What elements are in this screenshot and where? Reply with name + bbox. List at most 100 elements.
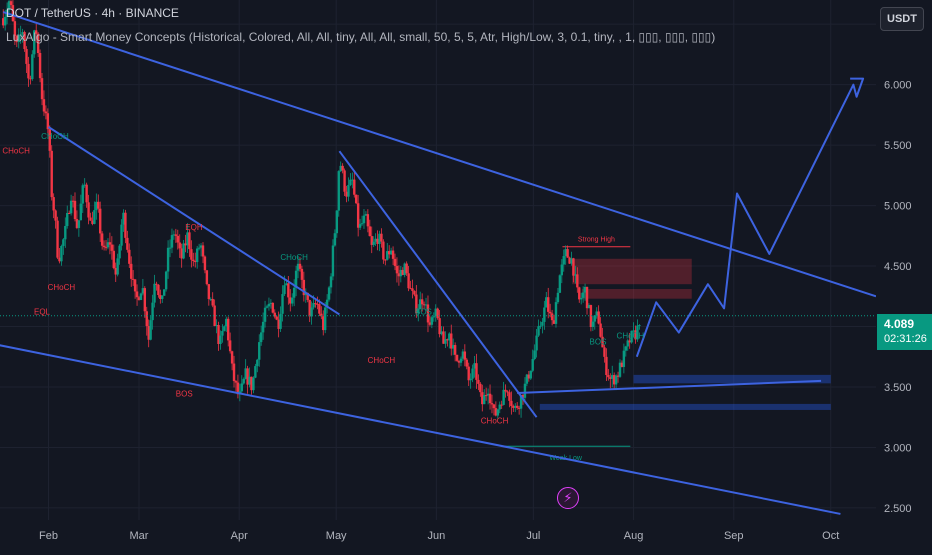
candle-body — [506, 391, 509, 393]
candle-body — [607, 374, 610, 378]
candle-body — [77, 220, 81, 228]
time-tick-label: Mar — [130, 530, 149, 542]
candle-body — [48, 129, 51, 151]
candle-body — [292, 287, 296, 298]
candle-body — [223, 326, 226, 331]
candle-body — [595, 311, 598, 316]
candle-body — [318, 304, 321, 314]
candle-body — [153, 283, 156, 303]
candle-body — [213, 305, 216, 327]
candle-body — [517, 407, 521, 409]
candle-body — [182, 243, 185, 259]
candle-body — [609, 377, 612, 379]
candle-body — [137, 297, 141, 300]
candle-body — [172, 234, 176, 236]
candle-body — [116, 258, 119, 275]
candle-body — [465, 359, 468, 367]
candle-body — [194, 261, 197, 263]
currency-button[interactable]: USDT — [880, 7, 924, 31]
candle-body — [632, 330, 635, 332]
trendline[interactable] — [517, 379, 822, 395]
last-price-tag: 4.089 02:31:26 — [877, 314, 932, 350]
price-tick-label: 6.000 — [884, 80, 912, 92]
candle-body — [3, 16, 7, 26]
candle-body — [382, 241, 385, 260]
trendlines[interactable] — [0, 11, 877, 515]
bullish-zone — [539, 403, 831, 410]
candle-body — [178, 242, 181, 249]
candle-body — [205, 270, 209, 285]
candle-body — [500, 404, 503, 406]
candle-body — [626, 340, 629, 347]
candle-body — [83, 184, 86, 186]
candle-body — [523, 383, 527, 398]
candle-body — [199, 245, 203, 248]
trendline[interactable] — [338, 150, 538, 418]
candle-body — [302, 279, 306, 296]
projection-path[interactable] — [635, 77, 865, 358]
candle-body — [46, 113, 50, 130]
candle-body — [267, 303, 271, 307]
candle-body — [620, 362, 624, 367]
candle-body — [64, 226, 67, 240]
candle-body — [585, 286, 589, 309]
candle-body — [325, 299, 329, 308]
time-tick-label: Apr — [231, 530, 248, 542]
candle-body — [168, 247, 172, 249]
candle-body — [283, 285, 286, 295]
candle-body — [422, 304, 426, 306]
candle-body — [395, 265, 399, 274]
candle-body — [428, 322, 432, 325]
candle-body — [587, 305, 591, 309]
candle-body — [291, 297, 294, 304]
candle-body — [533, 350, 536, 360]
candle-body — [2, 18, 5, 26]
candle-body — [510, 400, 513, 407]
time-tick-label: Jul — [526, 530, 540, 542]
candle-body — [209, 298, 212, 300]
candle-body — [236, 382, 240, 395]
candle-body — [139, 293, 143, 300]
candle-body — [486, 393, 490, 396]
time-axis[interactable]: Feb Mar Apr May Jun Jul Aug Sep Oct — [0, 520, 932, 550]
bar-countdown: 02:31:26 — [884, 333, 927, 345]
candle-body — [514, 405, 517, 408]
candle-body — [256, 359, 259, 367]
smc-label: EQH — [185, 223, 203, 232]
candle-body — [124, 212, 127, 238]
candle-body — [95, 201, 98, 211]
trendline[interactable] — [0, 344, 841, 515]
candle-body — [475, 363, 478, 380]
candle-body — [323, 307, 327, 331]
candle-body — [60, 245, 63, 262]
candle-body — [343, 170, 346, 192]
price-tick-label: 3.000 — [884, 442, 912, 454]
candle-body — [207, 284, 211, 299]
candle-body — [300, 268, 304, 280]
indicator-title[interactable]: LuxAlgo - Smart Money Concepts (Historic… — [6, 30, 716, 44]
candle-body — [263, 307, 267, 322]
candle-body — [273, 312, 276, 317]
candle-body — [33, 30, 36, 55]
candle-body — [521, 394, 525, 398]
time-tick-label: Sep — [724, 530, 744, 542]
candle-body — [616, 375, 620, 377]
candle-body — [624, 346, 628, 351]
candle-body — [27, 63, 30, 79]
candle-body — [23, 32, 26, 49]
candle-body — [155, 283, 158, 285]
trendline[interactable] — [47, 126, 340, 316]
candle-body — [440, 331, 443, 335]
candle-body — [159, 295, 162, 299]
candle-body — [605, 356, 608, 375]
lightning-icon[interactable]: ⚡ — [557, 487, 579, 509]
candle-body — [463, 351, 467, 360]
candle-body — [622, 350, 626, 367]
candle-body — [7, 1, 11, 10]
trendline[interactable] — [2, 11, 877, 298]
candle-body — [56, 220, 59, 258]
candle-body — [335, 210, 339, 234]
